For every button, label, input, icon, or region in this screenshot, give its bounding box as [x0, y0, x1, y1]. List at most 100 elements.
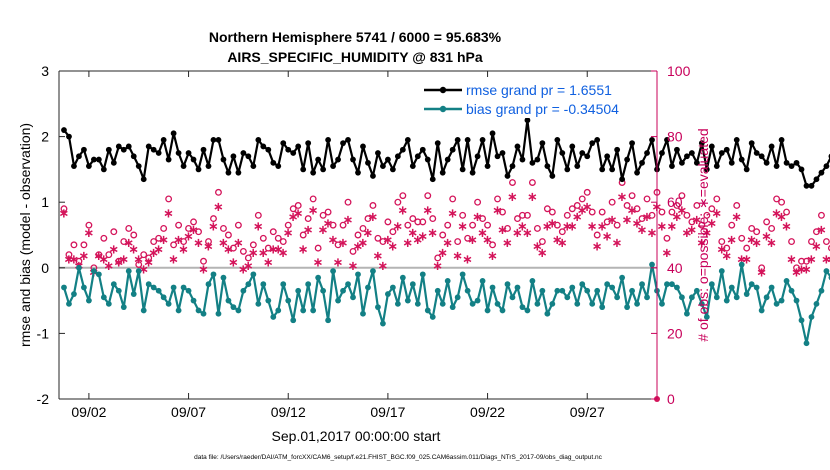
bias-point: [389, 284, 396, 291]
rmse-point: [315, 156, 322, 163]
y-tick-right-label: 40: [667, 260, 683, 276]
obs-possible-point: [738, 234, 746, 242]
obs-evaluated-point: ∗: [323, 216, 334, 231]
obs-evaluated-point: ∗: [328, 233, 339, 248]
obs-possible-point: [60, 205, 68, 213]
obs-possible-point: [638, 215, 646, 223]
rmse-point: [270, 159, 277, 166]
bias-point: [788, 287, 795, 294]
bias-point: [763, 294, 770, 301]
obs-possible-point: [768, 224, 776, 232]
bias-point: [554, 287, 561, 294]
obs-possible-point: [504, 224, 511, 232]
bias-point: [664, 281, 670, 288]
bias-point: [280, 281, 287, 288]
rmse-point: [360, 143, 366, 150]
obs-evaluated-point: ∗: [308, 203, 319, 218]
obs-possible-point: [499, 208, 506, 216]
bias-point: [240, 287, 247, 294]
obs-possible-point: [553, 221, 561, 229]
obs-evaluated-point: ∗: [816, 223, 827, 238]
obs-evaluated-point: ∗: [766, 236, 777, 251]
rmse-point: [489, 130, 496, 137]
obs-evaluated-point: ∗: [587, 220, 598, 235]
rmse-point: [589, 140, 596, 147]
bias-point: [105, 300, 112, 307]
obs-evaluated-point: ∗: [163, 207, 174, 222]
obs-possible-point: [718, 238, 726, 246]
rmse-point: [783, 159, 790, 166]
obs-evaluated-point: ∗: [801, 262, 812, 277]
obs-evaluated-point: ∗: [407, 226, 418, 241]
bias-point: [629, 287, 635, 294]
obs-evaluated-point: ∗: [218, 236, 229, 251]
obs-possible-point: [608, 198, 616, 206]
obs-evaluated-point: ∗: [372, 249, 383, 264]
bias-point: [66, 300, 72, 307]
bias-point: [823, 268, 830, 274]
rmse-point: [559, 150, 566, 156]
rmse-point: [135, 163, 142, 170]
bias-point: [444, 278, 451, 284]
obs-evaluated-point: ∗: [233, 236, 244, 251]
obs-possible-point: [733, 202, 741, 209]
bias-point: [185, 287, 192, 294]
rmse-point: [95, 156, 102, 163]
obs-possible-point: [339, 221, 347, 229]
y-axis-left-label: rmse and bias (model - observation): [17, 123, 33, 347]
obs-evaluated-point: ∗: [238, 262, 249, 277]
obs-possible-point: [254, 211, 262, 219]
obs-evaluated-point: ∗: [153, 243, 164, 258]
bias-point: [404, 297, 411, 304]
obs-evaluated-point: ∗: [642, 210, 653, 225]
obs-possible-point: [808, 238, 815, 246]
bias-series: [61, 261, 830, 347]
bias-point: [424, 307, 431, 314]
obs-evaluated-point: ∗: [98, 252, 109, 267]
obs-possible-point: [758, 264, 766, 272]
obs-evaluated-point: ∗: [253, 220, 264, 235]
bias-point: [250, 271, 257, 278]
obs-possible-point: [224, 231, 232, 239]
bias-point: [145, 281, 152, 288]
obs-possible-point: [120, 238, 128, 246]
bias-point: [728, 284, 735, 291]
obs-evaluated-point: ∗: [143, 256, 154, 271]
obs-evaluated-point: ∗: [93, 249, 104, 264]
obs-evaluated-point: ∗: [821, 252, 830, 267]
obs-possible-point: [75, 257, 83, 265]
chart-title-line1: Northern Hemisphere 5741 / 6000 = 95.683…: [209, 29, 502, 45]
legend-bias-label: bias grand pr = -0.34504: [466, 101, 619, 117]
bias-point: [818, 287, 825, 294]
obs-evaluated-point: ∗: [467, 233, 478, 248]
bias-point: [649, 261, 655, 268]
obs-possible-point: [598, 208, 606, 216]
rmse-point: [180, 163, 187, 170]
y-axis-right: 0 20 40 60 80 100: [651, 63, 691, 407]
rmse-point: [494, 153, 501, 160]
obs-possible-point: [583, 188, 591, 196]
bias-point: [320, 287, 327, 294]
bias-point: [439, 300, 446, 307]
obs-possible-point: [229, 244, 237, 252]
obs-evaluated-point: ∗: [482, 233, 493, 248]
rmse-point: [698, 140, 705, 147]
rmse-point: [439, 169, 446, 176]
rmse-point: [459, 166, 466, 173]
bias-point: [778, 297, 785, 304]
obs-possible-point: [543, 205, 551, 213]
obs-possible-point: [379, 238, 387, 246]
rmse-point: [788, 163, 795, 170]
rmse-point: [170, 130, 177, 137]
obs-possible-point: [459, 211, 467, 219]
bias-point: [230, 304, 237, 311]
rmse-point: [220, 156, 227, 163]
bias-point: [195, 307, 202, 314]
obs-possible-point: [773, 195, 781, 203]
rmse-point: [300, 166, 307, 173]
obs-evaluated-point: ∗: [387, 239, 398, 254]
rmse-point: [499, 150, 506, 156]
rmse-point: [733, 136, 740, 143]
obs-possible-point: [105, 251, 113, 259]
rmse-point: [375, 150, 381, 156]
